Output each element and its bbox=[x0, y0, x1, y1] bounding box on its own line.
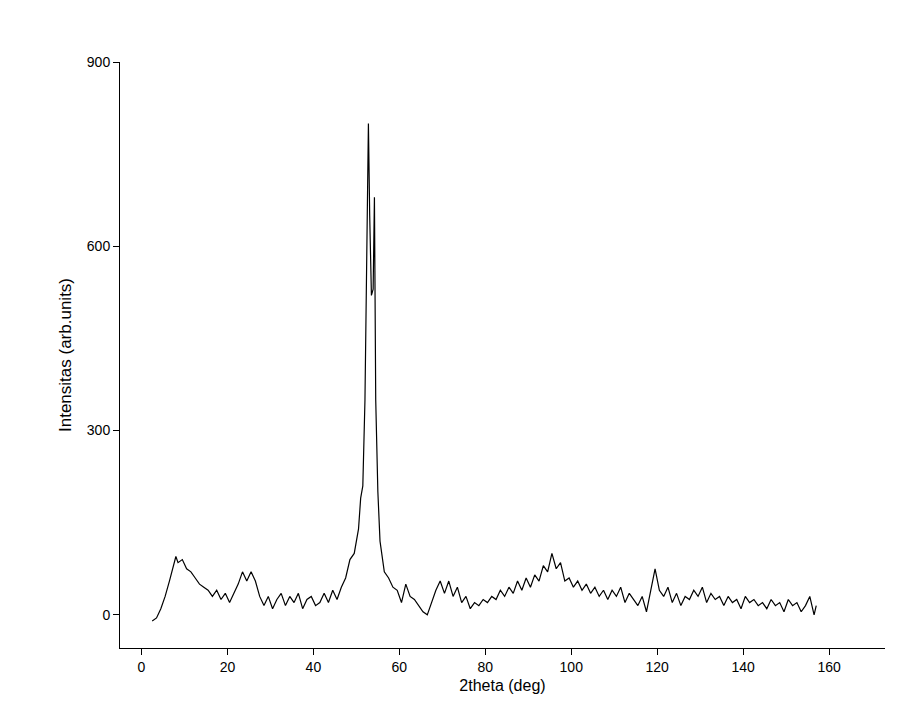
svg-text:140: 140 bbox=[731, 659, 755, 675]
svg-text:2theta (deg): 2theta (deg) bbox=[459, 677, 545, 694]
svg-text:300: 300 bbox=[87, 422, 111, 438]
svg-text:0: 0 bbox=[102, 607, 110, 623]
svg-text:160: 160 bbox=[817, 659, 841, 675]
svg-text:100: 100 bbox=[560, 659, 584, 675]
svg-text:80: 80 bbox=[478, 659, 494, 675]
svg-text:20: 20 bbox=[220, 659, 236, 675]
svg-text:0: 0 bbox=[138, 659, 146, 675]
svg-text:Intensitas (arb.units): Intensitas (arb.units) bbox=[56, 278, 75, 432]
svg-text:120: 120 bbox=[646, 659, 670, 675]
svg-text:40: 40 bbox=[306, 659, 322, 675]
svg-text:600: 600 bbox=[87, 238, 111, 254]
svg-text:60: 60 bbox=[392, 659, 408, 675]
svg-text:900: 900 bbox=[87, 54, 111, 70]
